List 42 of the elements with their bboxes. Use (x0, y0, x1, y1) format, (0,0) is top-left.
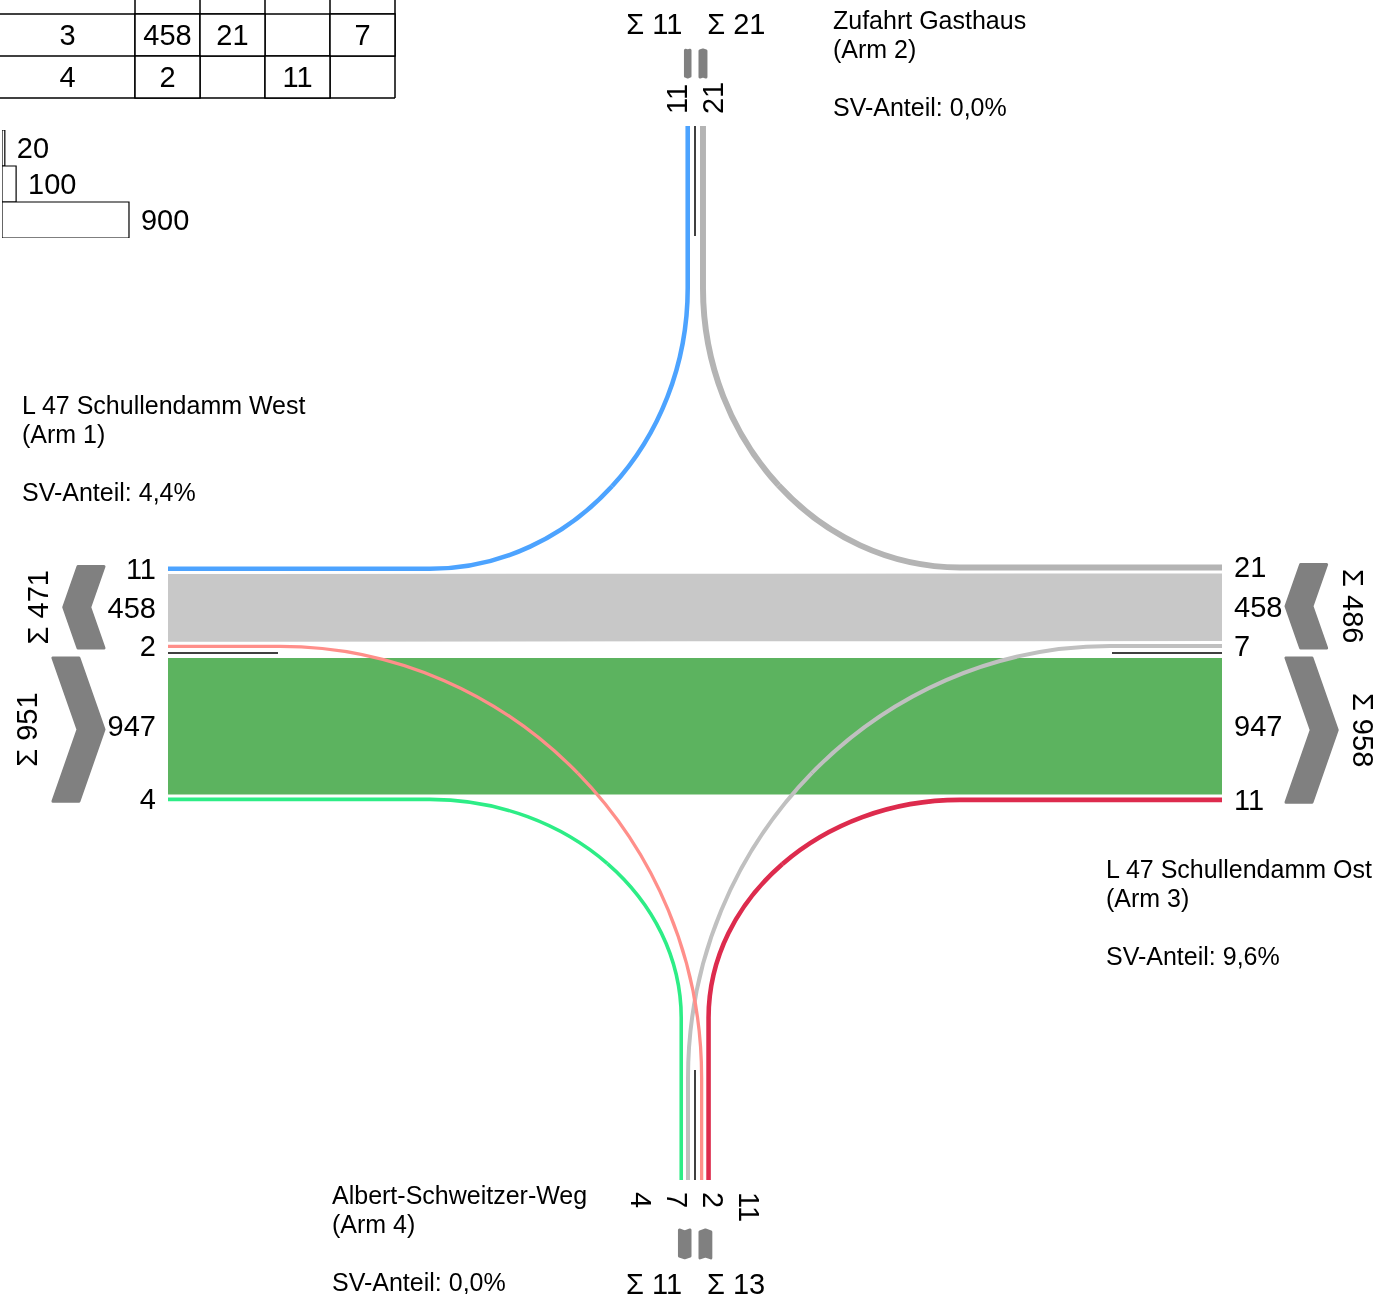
data-label: 11 (1234, 783, 1265, 816)
data-label: 900 (140, 204, 190, 237)
category-label: Albert-Schweitzer-Weg (Arm 4) (332, 1181, 588, 1238)
data-label: 20 (16, 132, 50, 165)
category-label: Zufahrt Gasthaus (Arm 2) (833, 6, 1027, 63)
text: Σ 486 (1336, 569, 1369, 644)
data-label: 4 (624, 1192, 657, 1209)
data-label: 21 (1234, 551, 1267, 584)
text: SV-Anteil: 4,4% (22, 478, 196, 506)
data-label: 21 (697, 81, 730, 114)
text: SV-Anteil: 0,0% (833, 93, 1007, 121)
data-label: 7 (354, 19, 371, 51)
data-label: 2 (159, 61, 176, 93)
text: SV-Anteil: 9,6% (1106, 942, 1280, 970)
data-label: 458 (107, 591, 156, 624)
text: Σ 958 (1347, 692, 1380, 768)
data-label: 21 (216, 19, 249, 51)
text: Σ 11 (626, 8, 683, 41)
data-label: 11 (282, 61, 313, 93)
text: Σ 13 (706, 1267, 766, 1294)
category-label: L 47 Schullendamm West (Arm 1) (22, 391, 306, 448)
data-label: 458 (1234, 591, 1283, 624)
text: Σ 471 (21, 570, 54, 645)
data-label: 100 (28, 168, 77, 201)
data-label: 947 (107, 710, 156, 743)
data-label: 11 (661, 83, 694, 114)
data-label: 2 (696, 1192, 729, 1209)
data-label: 4 (139, 783, 156, 816)
text: Σ 21 (707, 7, 766, 40)
data-label: 458 (143, 19, 192, 51)
data-label: 11 (125, 552, 156, 585)
category-label: L 47 Schullendamm Ost (Arm 3) (1106, 855, 1372, 912)
text: SV-Anteil: 0,0% (332, 1268, 506, 1294)
text: Σ 951 (10, 692, 43, 767)
category-label: 4 (59, 61, 76, 93)
data-label: 7 (1234, 630, 1251, 663)
data-label: 11 (732, 1192, 765, 1223)
category-label: 3 (59, 19, 76, 51)
data-label: 2 (139, 630, 156, 663)
data-label: 7 (660, 1192, 693, 1209)
data-label: 947 (1234, 710, 1283, 743)
text: Σ 11 (626, 1267, 683, 1294)
